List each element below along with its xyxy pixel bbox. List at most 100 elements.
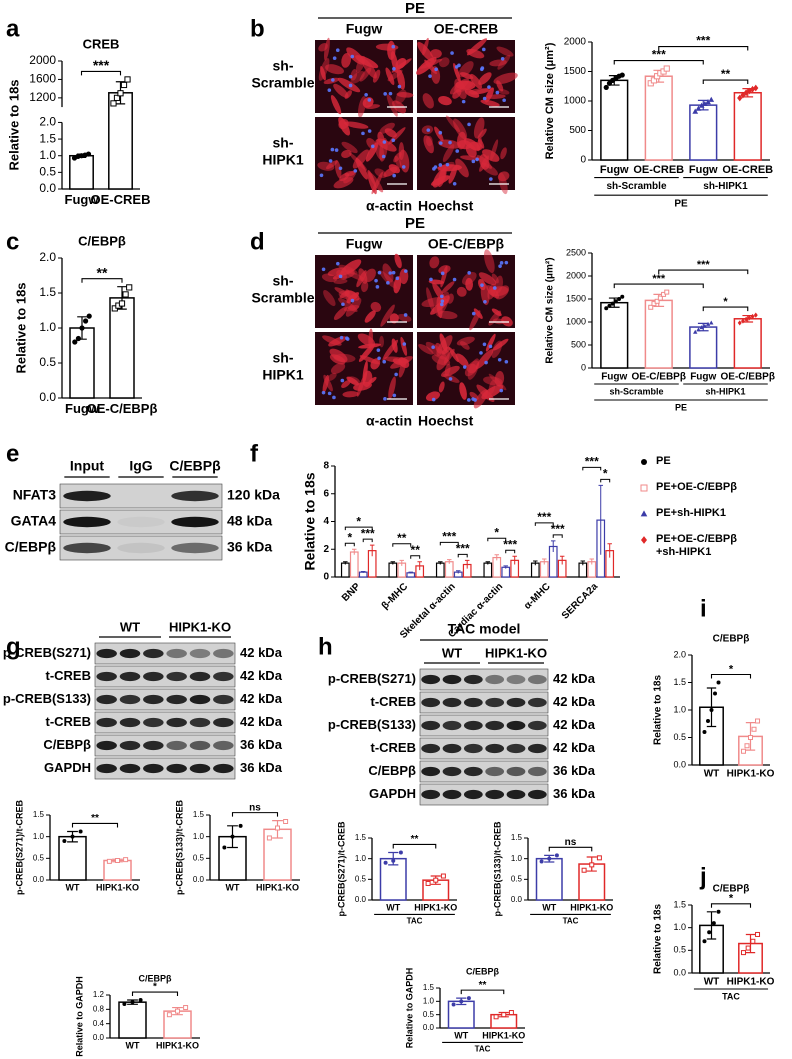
data-point (120, 81, 128, 89)
nucleus (331, 78, 335, 82)
significance-label: ** (411, 543, 421, 557)
x-tick-label: OE-CREB (722, 164, 773, 176)
cell (500, 147, 507, 160)
error-bar (438, 561, 443, 565)
panel-letter: e (6, 440, 19, 467)
error-bar (559, 555, 565, 565)
nucleus (480, 66, 485, 70)
x-tick-label: α-MHC (522, 581, 553, 612)
significance-bracket (702, 79, 749, 85)
y-tick-label: 1.0 (423, 996, 435, 1005)
data-point (755, 931, 761, 937)
cell (396, 69, 406, 90)
nucleus (481, 47, 486, 52)
cell (342, 391, 359, 398)
y-axis-label: p-CREB(S271)/t-CREB (336, 821, 346, 917)
data-point (123, 857, 129, 863)
cell (341, 141, 358, 154)
cell (330, 363, 346, 374)
data-point (126, 284, 133, 291)
y-tick-label: 1000 (566, 316, 586, 326)
nucleus (386, 281, 390, 285)
data-point (283, 819, 289, 824)
blot-band (166, 648, 187, 659)
cell (367, 170, 377, 195)
nucleus (402, 342, 407, 346)
y-tick-label: 0.5 (355, 874, 367, 883)
cell (380, 304, 395, 327)
significance-label: *** (361, 526, 375, 540)
blot-band (96, 740, 117, 751)
data-point (744, 743, 750, 749)
nucleus (332, 56, 337, 61)
nucleus (482, 342, 487, 347)
cell (341, 379, 351, 388)
blot-band (63, 542, 111, 554)
cell (359, 355, 380, 365)
group-label: sh-Scramble (606, 181, 666, 192)
nucleus (445, 162, 450, 167)
cell (422, 93, 434, 109)
blot-band (506, 720, 526, 731)
nucleus (492, 286, 497, 290)
data-point (745, 945, 751, 951)
significance-bracket (81, 278, 123, 283)
data-point (175, 1008, 180, 1014)
y-axis-label: p-CREB(S133)/t-CREB (174, 800, 184, 896)
blot-band (143, 763, 164, 774)
blot-size-label: 36 kDa (553, 763, 596, 778)
blot-band (442, 743, 462, 754)
legend-label: PE (656, 455, 671, 467)
cell (425, 391, 441, 401)
error-bar (550, 540, 556, 553)
blot-band (189, 763, 211, 774)
cell (327, 372, 337, 381)
data-point (603, 84, 609, 91)
data-point (83, 318, 89, 324)
blot-band (143, 717, 164, 728)
blot-size-label: 42 kDa (240, 645, 283, 660)
bar (535, 857, 563, 901)
blot-band (119, 717, 141, 728)
data-point (106, 858, 112, 864)
cell (386, 94, 398, 117)
significance-label: * (494, 525, 499, 539)
nucleus (440, 294, 444, 299)
nucleus (340, 378, 345, 383)
data-point (740, 318, 745, 324)
nucleus (434, 67, 438, 72)
bar (388, 562, 398, 578)
significance-bracket (410, 555, 421, 559)
data-point (113, 94, 121, 101)
x-tick-label: Fugw (689, 164, 718, 176)
cell (391, 338, 398, 353)
blot-band (119, 763, 141, 774)
cell (330, 95, 342, 115)
cell (484, 249, 495, 274)
blot-strip (419, 737, 549, 760)
error-bar (417, 561, 422, 571)
cell (466, 363, 478, 374)
nucleus (364, 92, 368, 97)
nucleus (338, 166, 343, 171)
blot-row-label: t-CREB (46, 668, 92, 683)
legend-label: PE+sh-HIPK1 (656, 507, 726, 519)
blot-row-label: t-CREB (371, 740, 417, 755)
data-point (755, 718, 761, 724)
data-point (122, 291, 129, 298)
row-label: Scramble (251, 290, 314, 306)
data-point (115, 858, 120, 863)
cell (417, 41, 435, 62)
cell (388, 376, 396, 400)
cell (318, 42, 328, 52)
error-bar (607, 543, 612, 558)
blot-strip (94, 688, 236, 711)
blot-band (463, 789, 483, 800)
nucleus (332, 395, 336, 400)
significance-label: ** (411, 834, 419, 845)
bar (435, 562, 445, 578)
cell (469, 73, 482, 89)
y-tick-label: 1.0 (355, 854, 367, 863)
data-point (709, 320, 714, 325)
y-tick-label: 0.5 (39, 355, 56, 369)
